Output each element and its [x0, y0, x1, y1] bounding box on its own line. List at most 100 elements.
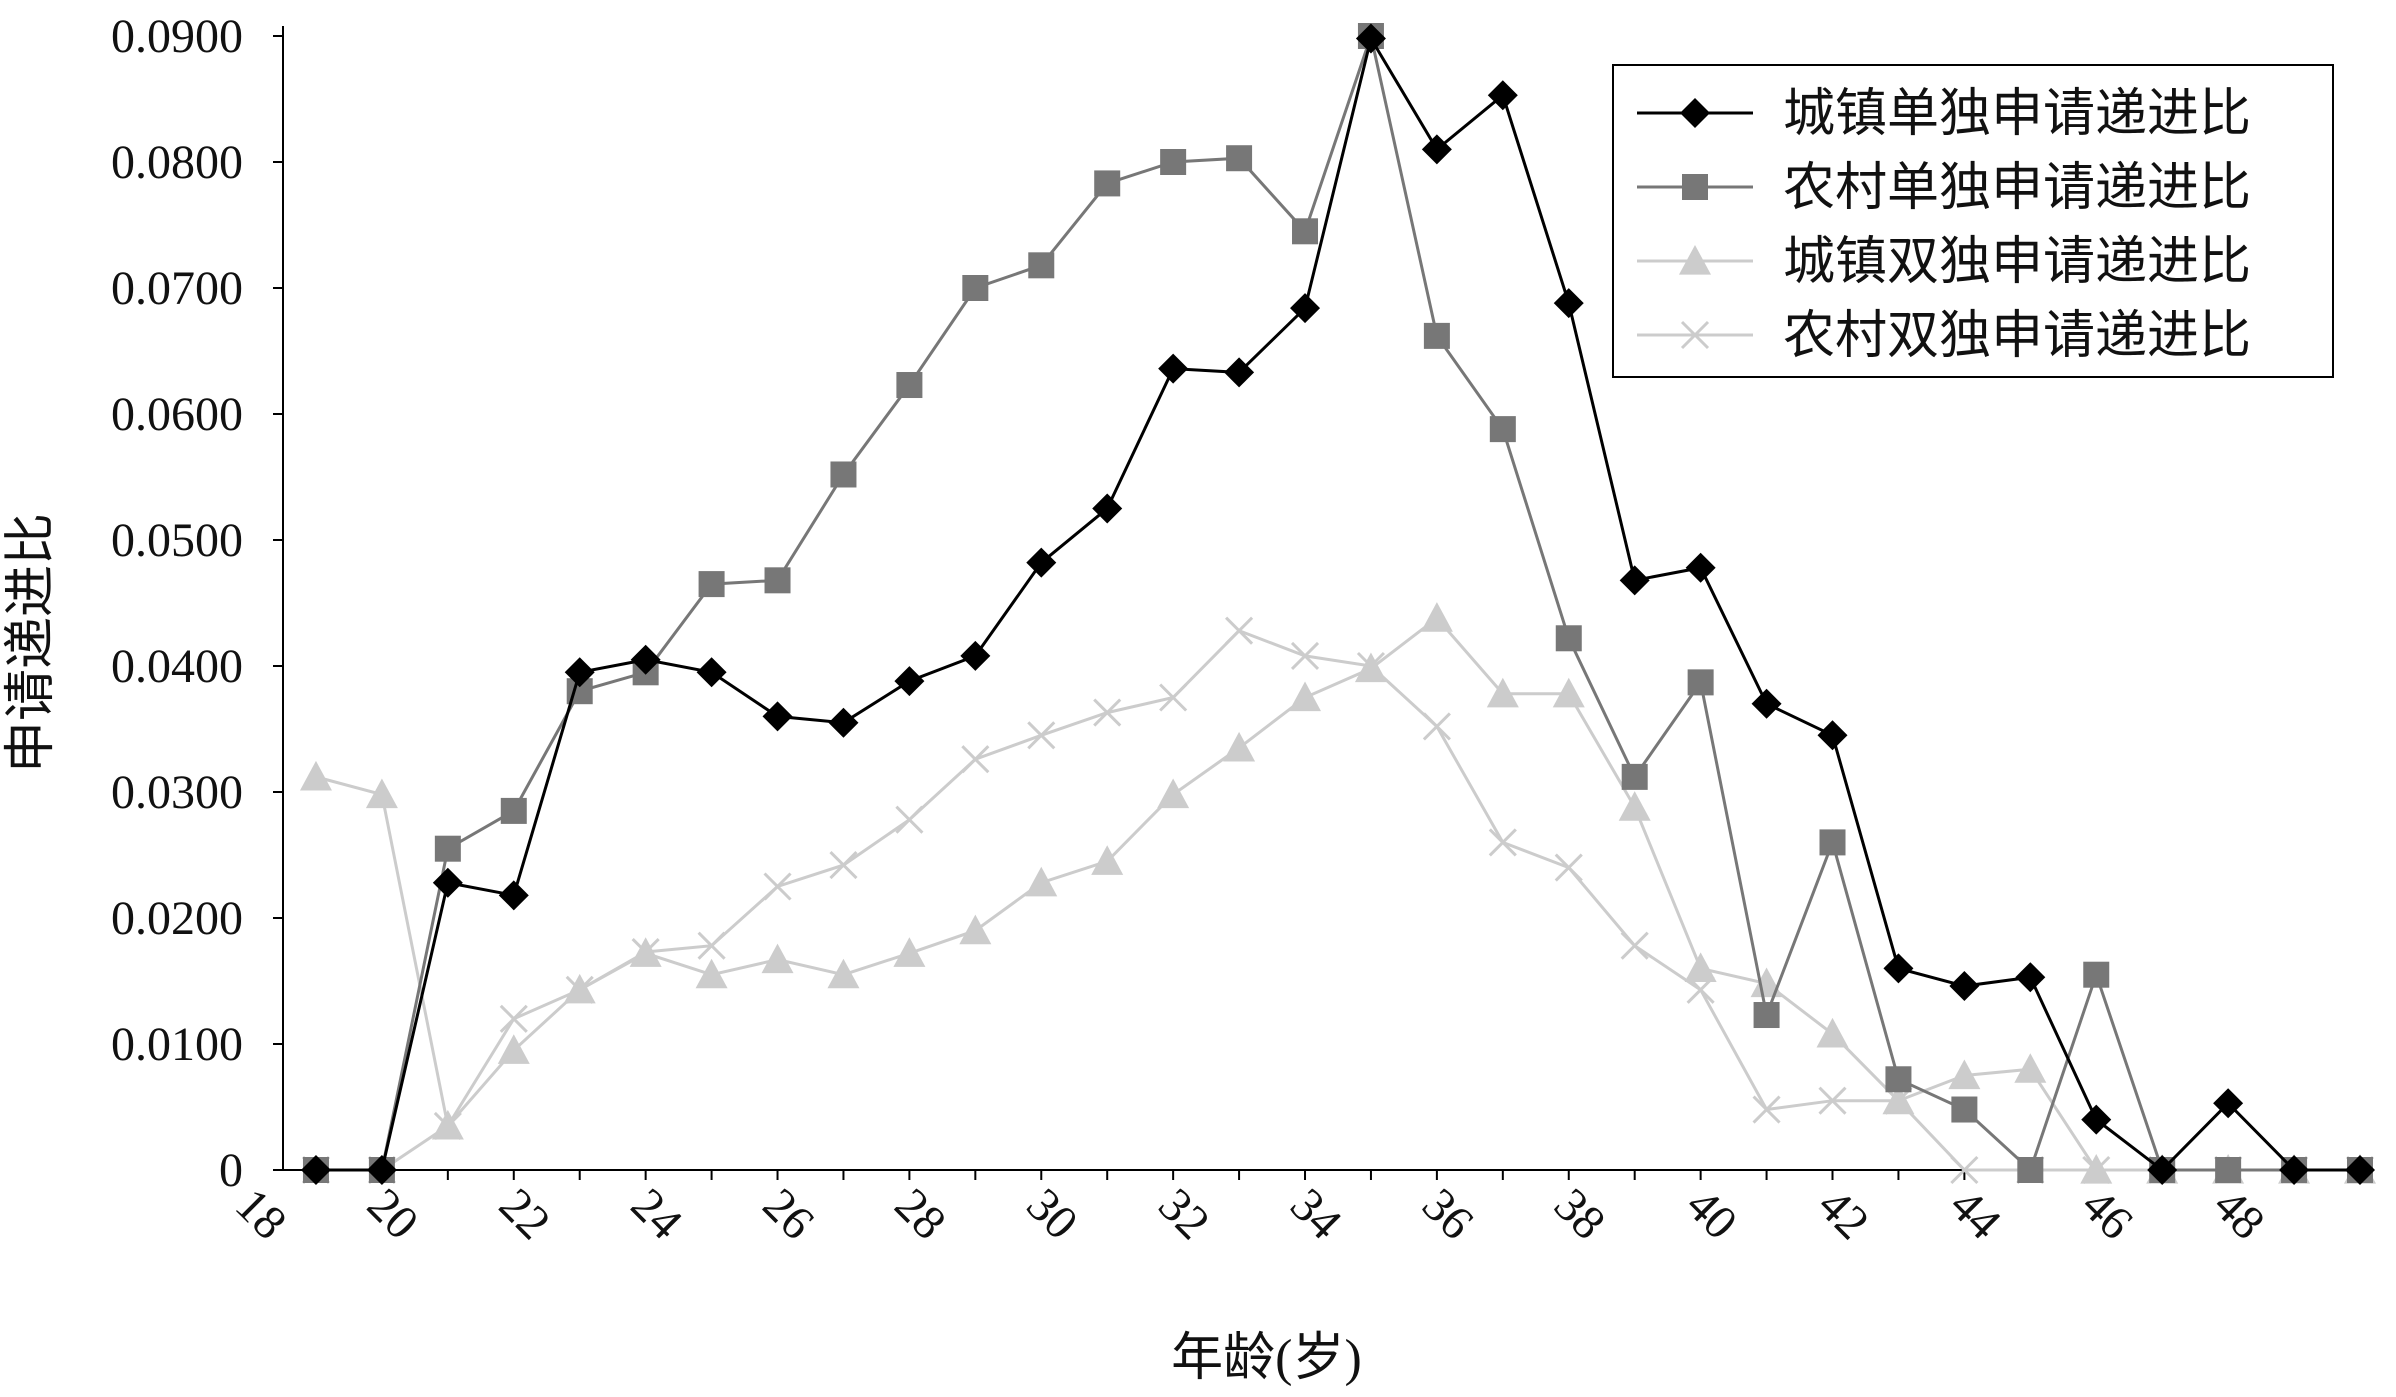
data-point — [1225, 616, 1254, 645]
data-point — [2213, 1088, 2244, 1119]
x-tick-label: 26 — [753, 1178, 824, 1249]
data-point — [1421, 134, 1452, 165]
data-point — [1555, 625, 1582, 652]
x-marker-stroke — [1818, 1086, 1847, 1115]
data-point — [1226, 145, 1253, 172]
data-point — [1817, 720, 1848, 751]
x-marker-stroke — [1680, 320, 1710, 350]
x-marker-stroke — [1620, 931, 1649, 960]
legend-marker — [1680, 320, 1710, 350]
data-point — [1949, 971, 1980, 1002]
series-layer — [299, 23, 2376, 1185]
data-point — [1885, 1066, 1912, 1093]
legend-label: 农村双独申请递进比 — [1783, 308, 2251, 365]
y-axis-title: 申请递进比 — [3, 513, 60, 773]
data-point — [1883, 953, 1914, 984]
data-point — [1818, 1086, 1847, 1115]
x-tick-label: 36 — [1412, 1178, 1483, 1249]
x-marker-stroke — [1027, 721, 1056, 750]
x-tick-label: 40 — [1676, 1178, 1747, 1249]
x-tick-label: 28 — [885, 1178, 956, 1249]
x-marker-stroke — [1422, 712, 1451, 741]
data-point — [1753, 1002, 1780, 1029]
legend-item: 城镇单独申请递进比 — [1637, 86, 2251, 143]
data-point — [2215, 1157, 2242, 1183]
data-point — [1554, 853, 1583, 882]
data-point — [959, 914, 992, 945]
series-line — [315, 616, 2360, 1172]
legend-item: 农村单独申请递进比 — [1637, 160, 2251, 217]
data-point — [1488, 828, 1517, 857]
data-point — [1487, 80, 1518, 111]
data-point — [630, 644, 661, 675]
data-point — [2279, 1155, 2310, 1185]
x-marker-stroke — [1488, 828, 1517, 857]
data-point — [896, 372, 923, 399]
data-point — [563, 973, 596, 1004]
data-point — [763, 872, 792, 901]
y-tick-label: 0.0100 — [111, 1018, 243, 1071]
x-tick-label: 22 — [489, 1178, 560, 1249]
data-point — [564, 657, 595, 688]
x-tick-label: 30 — [1017, 1178, 1088, 1249]
data-point — [1950, 1155, 1979, 1185]
data-point — [962, 275, 989, 301]
x-tick-label: 48 — [2203, 1178, 2274, 1249]
data-point — [961, 745, 990, 774]
data-point — [1751, 688, 1782, 719]
data-point — [1620, 931, 1649, 960]
data-point — [1157, 778, 1190, 809]
series-4 — [301, 616, 2375, 1185]
data-point — [1289, 681, 1322, 712]
legend-marker — [1680, 98, 1710, 128]
data-point — [1160, 149, 1187, 175]
data-point — [1486, 677, 1519, 708]
x-marker-stroke — [1950, 1155, 1979, 1185]
data-point — [1159, 683, 1188, 712]
y-tick-label: 0.0500 — [111, 514, 243, 567]
y-tick-label: 0.0400 — [111, 640, 243, 693]
data-point — [1290, 641, 1320, 670]
x-marker-stroke — [499, 1004, 528, 1033]
data-point — [1027, 721, 1056, 750]
data-point — [2147, 1155, 2178, 1185]
data-point — [960, 640, 991, 671]
y-tick-label: 0 — [219, 1144, 243, 1197]
data-point — [2345, 1155, 2375, 1185]
data-point — [1750, 967, 1783, 998]
x-marker-stroke — [1225, 616, 1254, 645]
y-tick-label: 0.0900 — [111, 10, 243, 63]
legend-marker — [1682, 174, 1708, 200]
data-point — [2080, 1154, 2113, 1184]
data-point — [1026, 547, 1057, 578]
data-point — [762, 701, 793, 732]
data-point — [434, 835, 461, 862]
x-tick-label: 46 — [2072, 1178, 2143, 1249]
data-point — [1489, 416, 1516, 443]
data-point — [1223, 731, 1256, 762]
data-point — [1621, 763, 1648, 790]
data-point — [498, 880, 529, 911]
x-tick-label: 20 — [357, 1178, 428, 1249]
data-point — [432, 867, 463, 898]
x-marker-stroke — [697, 931, 726, 960]
data-point — [1684, 952, 1717, 982]
data-point — [829, 851, 858, 880]
data-point — [1092, 493, 1123, 524]
data-point — [698, 571, 725, 598]
data-point — [1158, 353, 1189, 384]
data-point — [761, 943, 794, 974]
data-point — [1819, 829, 1846, 856]
series-line — [315, 628, 2360, 1172]
data-point — [894, 666, 925, 697]
x-marker-stroke — [1093, 698, 1122, 727]
x-marker-stroke — [895, 805, 924, 834]
series-1 — [300, 23, 2375, 1185]
data-point — [764, 567, 791, 594]
legend-box — [1612, 64, 2334, 378]
data-point — [695, 958, 728, 989]
data-point — [696, 657, 727, 688]
data-point — [2081, 1104, 2112, 1135]
